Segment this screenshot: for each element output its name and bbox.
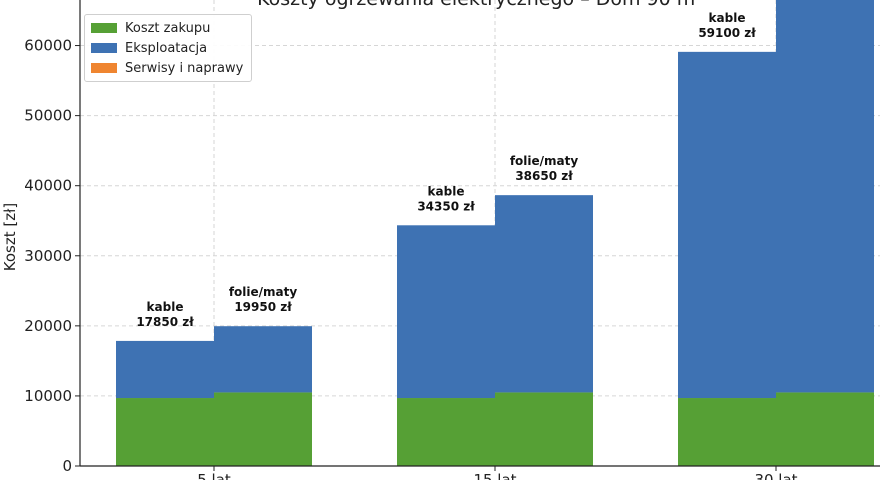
bar-label-total: 17850 zł [136,315,194,329]
bar-segment-koszt-zakupu [776,392,874,466]
x-tick-label: 5 lat [197,471,231,480]
bar-segment-eksploatacja [214,326,312,393]
legend-item-serwisy-i-naprawy: Serwisy i naprawy [91,59,243,77]
bar-segment-eksploatacja [397,225,495,399]
bar-segment-eksploatacja [116,340,214,399]
bar-segment-koszt-zakupu [214,392,312,466]
y-tick-label: 10000 [24,387,72,405]
bar-segment-koszt-zakupu [116,398,214,466]
legend-swatch-serwisy-i-naprawy [91,63,117,73]
legend-swatch-koszt-zakupu [91,23,117,33]
y-tick-label: 0 [62,457,72,475]
y-axis-label: Koszt [zł] [1,202,19,272]
legend-item-eksploatacja: Eksploatacja [91,39,207,57]
legend-swatch-eksploatacja [91,43,117,53]
bar-segment-eksploatacja [776,0,874,393]
bar-label-variant: kable [147,300,184,314]
bar-segment-eksploatacja [678,51,776,399]
bar-label-variant: kable [428,184,465,198]
legend-label: Koszt zakupu [125,20,211,36]
bar-label-total: 38650 zł [515,169,573,183]
bar-label-variant: kable [709,11,746,25]
x-tick-label: 15 lat [473,471,516,480]
legend-label: Serwisy i naprawy [125,60,244,76]
y-tick-label: 40000 [24,177,72,195]
bar-segment-koszt-zakupu [678,398,776,466]
bar-label-total: 59100 zł [698,26,756,40]
bar-label-total: 34350 zł [417,199,475,213]
bar-segment-koszt-zakupu [495,392,593,466]
y-tick-label: 20000 [24,317,72,335]
bar-label-variant: folie/maty [229,285,298,299]
legend: Koszt zakupu Eksploatacja Serwisy i napr… [84,14,252,82]
y-tick-label: 60000 [24,37,72,55]
bar-segment-koszt-zakupu [397,398,495,466]
x-tick-label: 30 lat [754,471,797,480]
bar-label-variant: folie/maty [510,154,579,168]
legend-item-koszt-zakupu: Koszt zakupu [91,19,210,37]
chart-title: Koszty ogrzewania elektrycznego – Dom 90… [80,0,880,10]
bar-segment-eksploatacja [495,195,593,393]
y-tick-label: 30000 [24,247,72,265]
y-tick-label: 50000 [24,107,72,125]
bar-label-total: 19950 zł [234,300,292,314]
legend-label: Eksploatacja [125,40,208,56]
